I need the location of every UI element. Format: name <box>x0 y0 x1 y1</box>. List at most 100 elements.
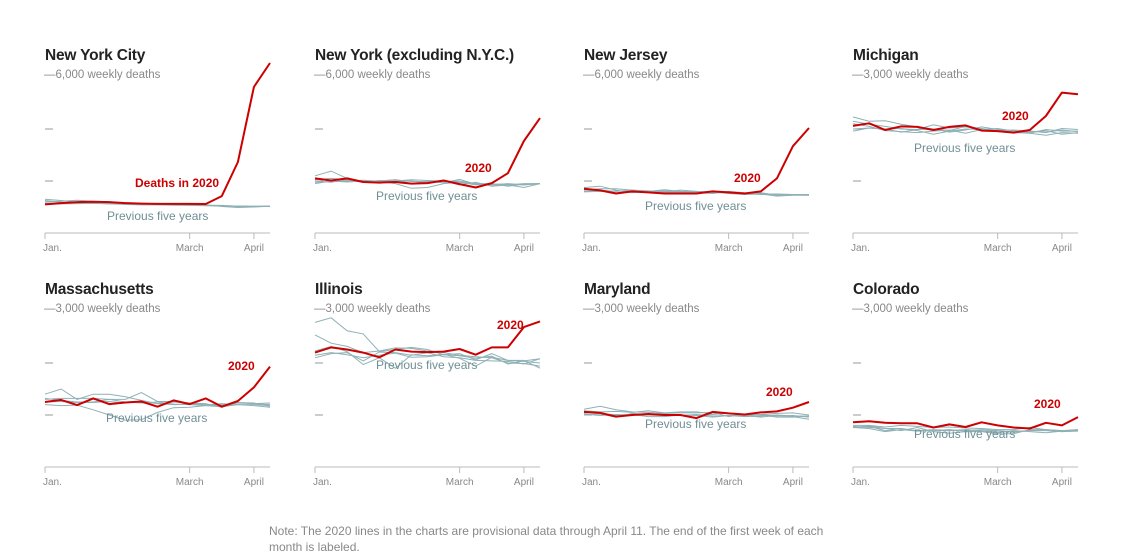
line-2020 <box>314 320 541 359</box>
previous-year-line <box>44 202 270 207</box>
previous-year-line <box>314 179 541 186</box>
scale-dash: — <box>583 303 595 315</box>
panel-title: Maryland <box>584 281 651 298</box>
panel-title: New York (excluding N.Y.C.) <box>315 47 515 64</box>
label-2020: Deaths in 2020 <box>135 176 219 190</box>
previous-year-line <box>852 126 1078 134</box>
label-previous-five-years: Previous five years <box>376 189 477 203</box>
x-tick-label: March <box>984 477 1012 488</box>
previous-year-line <box>314 317 541 369</box>
previous-year-line <box>583 413 809 418</box>
panel-title: Illinois <box>315 281 363 298</box>
label-2020: 2020 <box>734 171 761 185</box>
panel-title: Michigan <box>853 47 919 64</box>
x-tick-label: March <box>446 477 474 488</box>
x-tick-label: March <box>446 243 474 254</box>
previous-year-line <box>583 410 810 417</box>
chart-note: Note: The 2020 lines in the charts are p… <box>269 524 824 554</box>
panel-new-york-excluding-n-y-c: New York (excluding N.Y.C.) —6,000 weekly… <box>300 40 560 270</box>
scale-label: —3,000 weekly deaths <box>583 303 699 315</box>
scale-label: —3,000 weekly deaths <box>852 303 968 315</box>
line-chart: Jan. March April 2020 Previous five years <box>313 317 541 488</box>
line-2020 <box>852 416 1079 430</box>
x-tick-label: April <box>244 243 264 254</box>
previous-year-line <box>583 190 809 196</box>
panel-michigan: Michigan —3,000 weekly deaths Jan. March Apr… <box>838 40 1098 270</box>
x-tick-label: Jan. <box>851 243 870 254</box>
line-chart: Jan. March April 2020 Previous five years <box>43 359 271 488</box>
x-tick-label: April <box>244 477 264 488</box>
line-chart: Jan. March April 2020 Previous five years <box>582 362 810 488</box>
panel-title: New Jersey <box>584 47 668 64</box>
scale-dash: — <box>44 303 56 315</box>
label-previous-five-years: Previous five years <box>107 209 208 223</box>
scale-label-text: 6,000 weekly deaths <box>325 69 431 81</box>
scale-label-text: 3,000 weekly deaths <box>594 303 700 315</box>
line-2020 <box>583 127 810 195</box>
label-2020: 2020 <box>497 318 524 332</box>
label-previous-five-years: Previous five years <box>914 141 1015 155</box>
x-tick-label: April <box>783 243 803 254</box>
scale-label: —6,000 weekly deaths <box>583 69 699 81</box>
panel-new-york-city: New York City —6,000 weekly deaths Jan. Mar… <box>30 40 290 270</box>
scale-label: —6,000 weekly deaths <box>44 69 160 81</box>
previous-year-line <box>852 427 1079 433</box>
panel-new-jersey: New Jersey —6,000 weekly deaths Jan. March A… <box>569 40 829 270</box>
scale-dash: — <box>583 69 595 81</box>
scale-label-text: 3,000 weekly deaths <box>55 303 161 315</box>
label-2020: 2020 <box>465 161 492 175</box>
label-previous-five-years: Previous five years <box>106 411 207 425</box>
label-previous-five-years: Previous five years <box>376 358 477 372</box>
x-tick-label: March <box>984 243 1012 254</box>
x-tick-label: April <box>1052 243 1072 254</box>
scale-label-text: 3,000 weekly deaths <box>863 69 969 81</box>
x-tick-label: March <box>176 243 204 254</box>
line-2020 <box>852 91 1079 134</box>
line-chart: Jan. March April 2020 Previous five years <box>582 127 810 254</box>
scale-label: —3,000 weekly deaths <box>852 69 968 81</box>
scale-label: —3,000 weekly deaths <box>314 303 430 315</box>
label-previous-five-years: Previous five years <box>914 427 1015 441</box>
scale-label-text: 3,000 weekly deaths <box>863 303 969 315</box>
line-2020 <box>314 117 541 189</box>
scale-dash: — <box>314 69 326 81</box>
label-2020: 2020 <box>766 385 793 399</box>
x-tick-label: April <box>783 477 803 488</box>
line-chart: Jan. March April 2020 Previous five years <box>313 117 541 254</box>
previous-year-line <box>852 120 1079 136</box>
panel-maryland: Maryland —3,000 weekly deaths Jan. March Apr… <box>569 274 829 504</box>
panel-massachusetts: Massachusetts —3,000 weekly deaths Jan. Mar… <box>30 274 290 504</box>
line-chart: Jan. March April 2020 Previous five years <box>851 91 1079 254</box>
label-2020: 2020 <box>1034 397 1061 411</box>
scale-dash: — <box>852 69 864 81</box>
x-tick-label: March <box>715 243 743 254</box>
scale-label-text: 3,000 weekly deaths <box>325 303 431 315</box>
x-tick-label: Jan. <box>313 477 332 488</box>
x-tick-label: Jan. <box>582 477 601 488</box>
x-tick-label: Jan. <box>313 243 332 254</box>
label-2020: 2020 <box>228 359 255 373</box>
x-tick-label: March <box>176 477 204 488</box>
scale-dash: — <box>314 303 326 315</box>
x-tick-label: Jan. <box>582 243 601 254</box>
x-tick-label: April <box>514 243 534 254</box>
scale-label: —3,000 weekly deaths <box>44 303 160 315</box>
scale-label: —6,000 weekly deaths <box>314 69 430 81</box>
scale-dash: — <box>852 303 864 315</box>
label-previous-five-years: Previous five years <box>645 417 746 431</box>
x-tick-label: March <box>715 477 743 488</box>
label-previous-five-years: Previous five years <box>645 199 746 213</box>
panel-title: Colorado <box>853 281 920 298</box>
x-tick-label: Jan. <box>43 477 62 488</box>
line-2020 <box>44 365 271 408</box>
scale-label-text: 6,000 weekly deaths <box>55 69 161 81</box>
line-2020 <box>583 401 810 420</box>
line-chart: Jan. March April 2020 Previous five years <box>851 362 1079 488</box>
panel-illinois: Illinois —3,000 weekly deaths Jan. March Apr… <box>300 274 560 504</box>
x-tick-label: Jan. <box>851 477 870 488</box>
x-tick-label: April <box>514 477 534 488</box>
label-2020: 2020 <box>1002 109 1029 123</box>
previous-year-line <box>852 425 1079 434</box>
panel-title: New York City <box>45 47 146 64</box>
scale-label-text: 6,000 weekly deaths <box>594 69 700 81</box>
